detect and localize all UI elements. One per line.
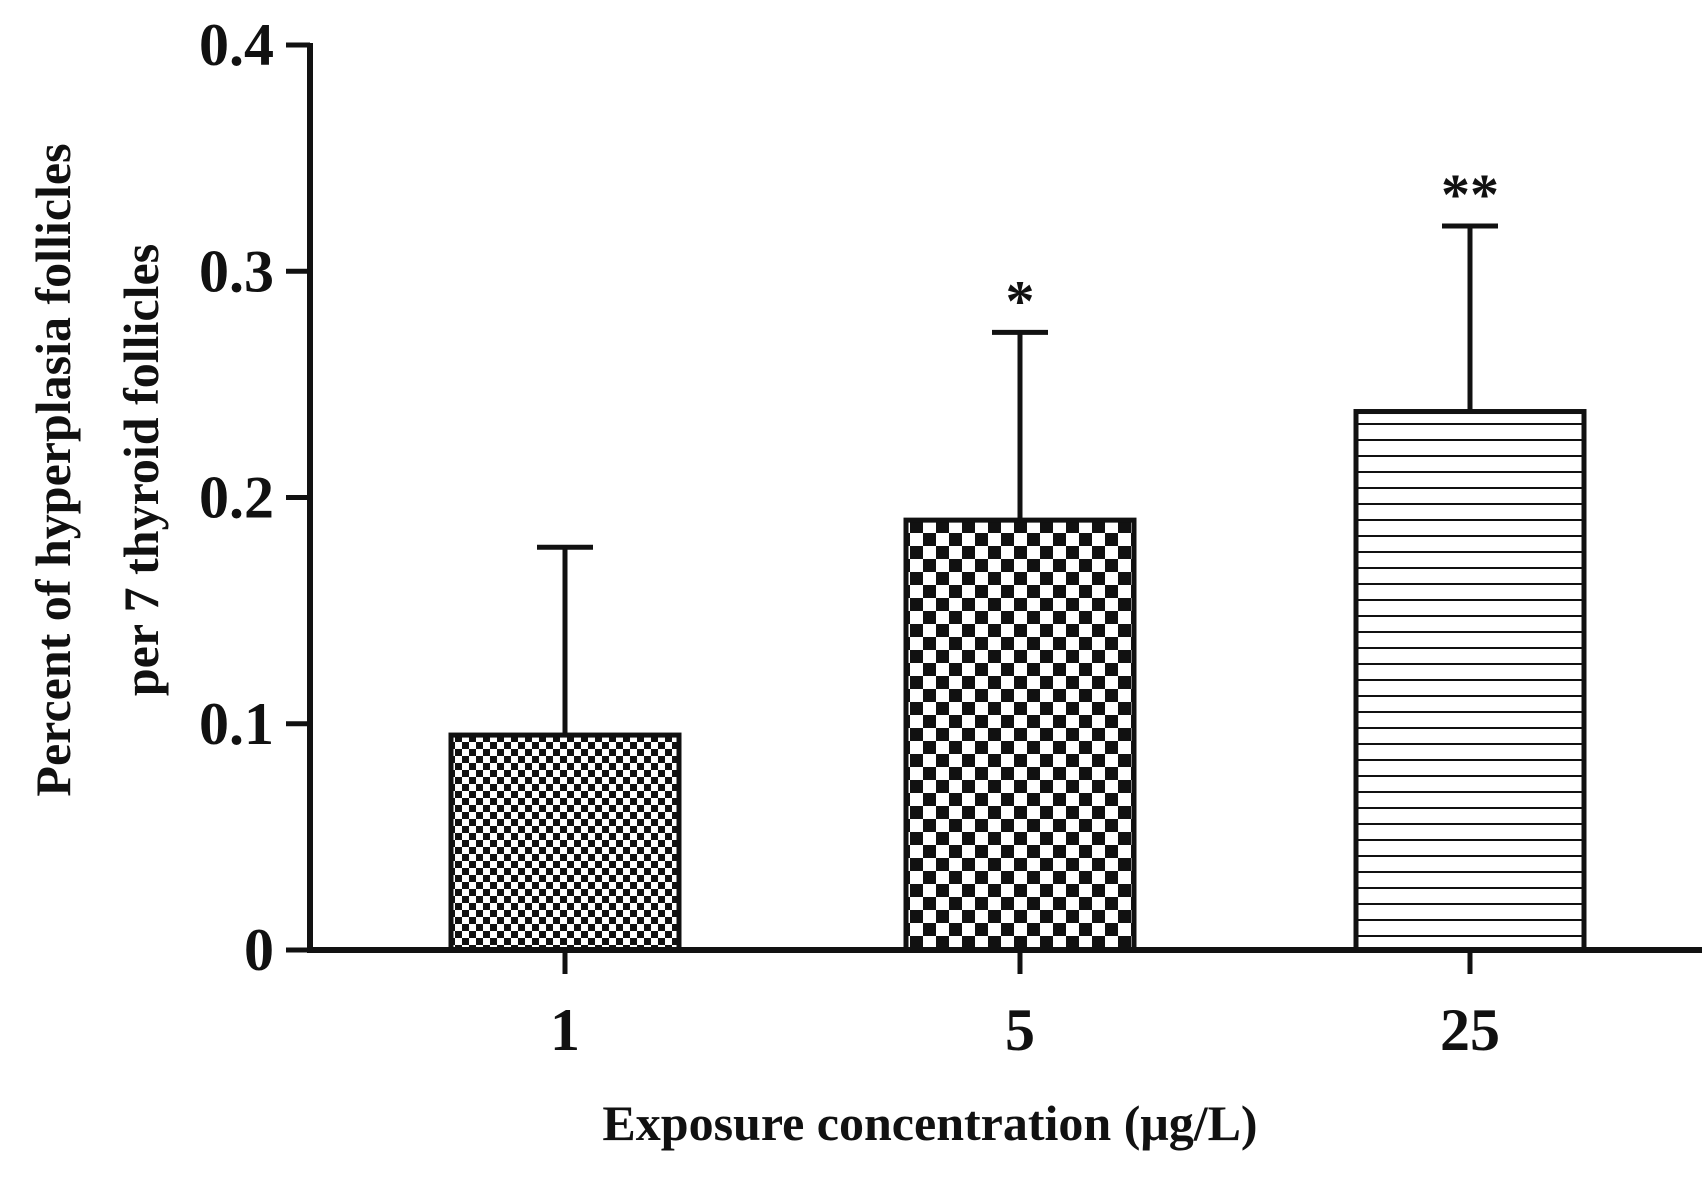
x-axis-title: Exposure concentration (μg/L) xyxy=(602,1095,1257,1151)
y-tick-label: 0.2 xyxy=(199,465,274,531)
bar-1 xyxy=(448,732,682,953)
bar-5 xyxy=(903,517,1137,953)
y-axis-title-line1: Percent of hyperplasia follicles xyxy=(25,143,81,796)
y-tick-label: 0.1 xyxy=(199,691,274,757)
significance-mark-25: ** xyxy=(1441,162,1499,227)
y-tick-label: 0 xyxy=(244,917,274,983)
significance-mark-5: * xyxy=(1006,268,1035,333)
x-tick-label-5: 5 xyxy=(1005,997,1035,1063)
x-tick-label-1: 1 xyxy=(550,997,580,1063)
bar-25 xyxy=(1353,409,1587,953)
y-tick-label: 0.4 xyxy=(199,12,274,78)
x-tick-label-25: 25 xyxy=(1440,997,1500,1063)
y-tick-label: 0.3 xyxy=(199,238,274,304)
y-axis-title-line2: per 7 thyroid follicles xyxy=(113,244,169,696)
